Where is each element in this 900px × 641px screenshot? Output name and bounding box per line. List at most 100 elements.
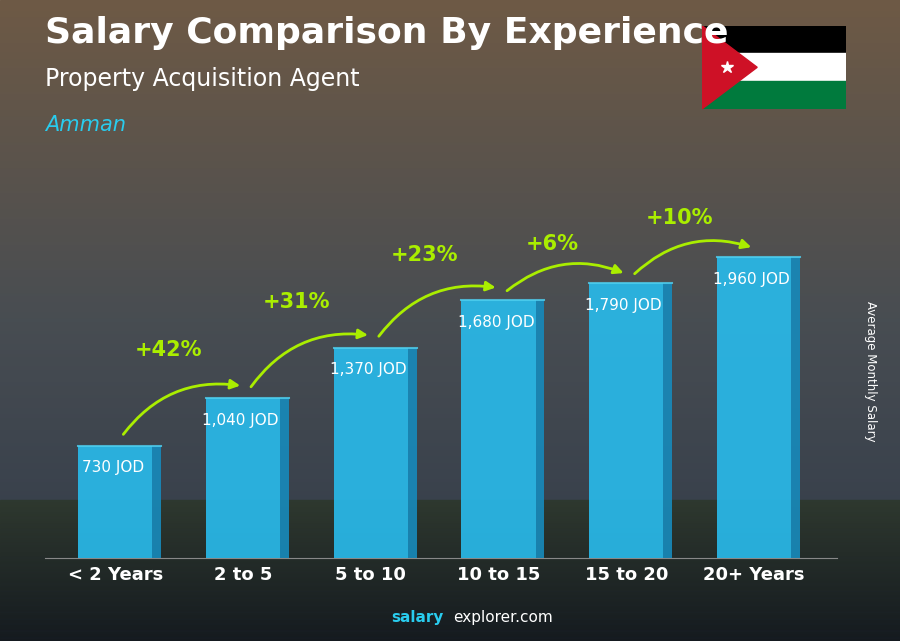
Bar	[0, 433, 900, 436]
Bar	[0, 578, 900, 580]
Bar	[0, 362, 900, 365]
Bar	[0, 45, 900, 48]
Bar	[0, 635, 900, 638]
Bar	[0, 574, 900, 577]
Bar	[0, 532, 900, 535]
Bar	[0, 115, 900, 119]
Bar	[0, 519, 900, 521]
Bar	[0, 320, 900, 324]
Bar	[0, 548, 900, 551]
Bar	[0, 131, 900, 135]
Bar	[0, 556, 900, 559]
Bar	[0, 260, 900, 263]
Text: Property Acquisition Agent: Property Acquisition Agent	[45, 67, 360, 91]
Bar	[0, 147, 900, 151]
Bar	[0, 343, 900, 346]
Bar	[0, 189, 900, 192]
Text: 1,790 JOD: 1,790 JOD	[585, 298, 662, 313]
Bar	[0, 465, 900, 468]
Bar	[0, 327, 900, 330]
Bar	[0, 160, 900, 163]
Bar	[0, 103, 900, 106]
Bar	[0, 589, 900, 592]
Bar	[590, 283, 663, 558]
Bar	[0, 247, 900, 250]
Bar	[0, 381, 900, 385]
Bar	[0, 80, 900, 83]
Bar	[0, 522, 900, 526]
Bar	[0, 202, 900, 205]
Bar	[717, 257, 791, 558]
Bar	[0, 514, 900, 517]
Bar	[0, 157, 900, 160]
Bar	[0, 38, 900, 42]
Bar	[0, 594, 900, 596]
Bar	[0, 582, 900, 585]
Bar	[0, 503, 900, 506]
Bar	[0, 215, 900, 218]
Bar	[702, 81, 846, 109]
Bar	[0, 590, 900, 593]
Bar	[0, 521, 900, 524]
Bar	[0, 385, 900, 388]
Bar	[0, 554, 900, 558]
Bar	[0, 29, 900, 32]
Bar	[0, 13, 900, 16]
Bar	[0, 333, 900, 337]
Text: 730 JOD: 730 JOD	[82, 460, 144, 476]
Text: 1,680 JOD: 1,680 JOD	[457, 315, 535, 329]
Bar	[0, 566, 900, 568]
Bar	[0, 529, 900, 532]
Bar	[0, 547, 900, 549]
Bar	[0, 526, 900, 529]
Text: 1,370 JOD: 1,370 JOD	[330, 362, 407, 378]
Bar	[0, 474, 900, 478]
Bar	[0, 183, 900, 186]
Text: Amman: Amman	[45, 115, 126, 135]
Bar	[0, 436, 900, 439]
Bar	[0, 276, 900, 279]
Bar	[0, 337, 900, 340]
Bar	[0, 42, 900, 45]
Bar	[0, 391, 900, 394]
Bar	[0, 375, 900, 378]
Bar	[663, 283, 672, 558]
Bar	[0, 561, 900, 563]
Bar	[0, 317, 900, 320]
Bar	[0, 304, 900, 308]
Bar	[0, 141, 900, 144]
Bar	[0, 570, 900, 574]
Bar	[0, 163, 900, 167]
Bar	[0, 638, 900, 641]
Bar	[408, 347, 417, 558]
Bar	[0, 269, 900, 272]
Bar	[0, 622, 900, 625]
Bar	[0, 533, 900, 535]
Polygon shape	[702, 26, 757, 109]
Bar	[0, 631, 900, 634]
Bar	[0, 619, 900, 622]
Bar	[0, 237, 900, 240]
Bar	[0, 253, 900, 256]
Bar	[0, 138, 900, 141]
Text: +10%: +10%	[646, 208, 714, 228]
Bar	[0, 554, 900, 556]
Bar	[0, 186, 900, 189]
Text: explorer.com: explorer.com	[453, 610, 553, 625]
Bar	[0, 564, 900, 567]
Bar	[0, 35, 900, 38]
Bar	[0, 500, 900, 503]
Bar	[0, 410, 900, 413]
Bar	[0, 458, 900, 462]
Bar	[0, 356, 900, 359]
Bar	[0, 420, 900, 423]
Bar	[0, 407, 900, 410]
Bar	[0, 54, 900, 58]
Bar	[0, 634, 900, 637]
Bar	[0, 311, 900, 314]
Bar	[0, 106, 900, 109]
Bar	[0, 353, 900, 356]
Bar	[0, 445, 900, 449]
Bar	[0, 135, 900, 138]
Bar	[0, 567, 900, 570]
